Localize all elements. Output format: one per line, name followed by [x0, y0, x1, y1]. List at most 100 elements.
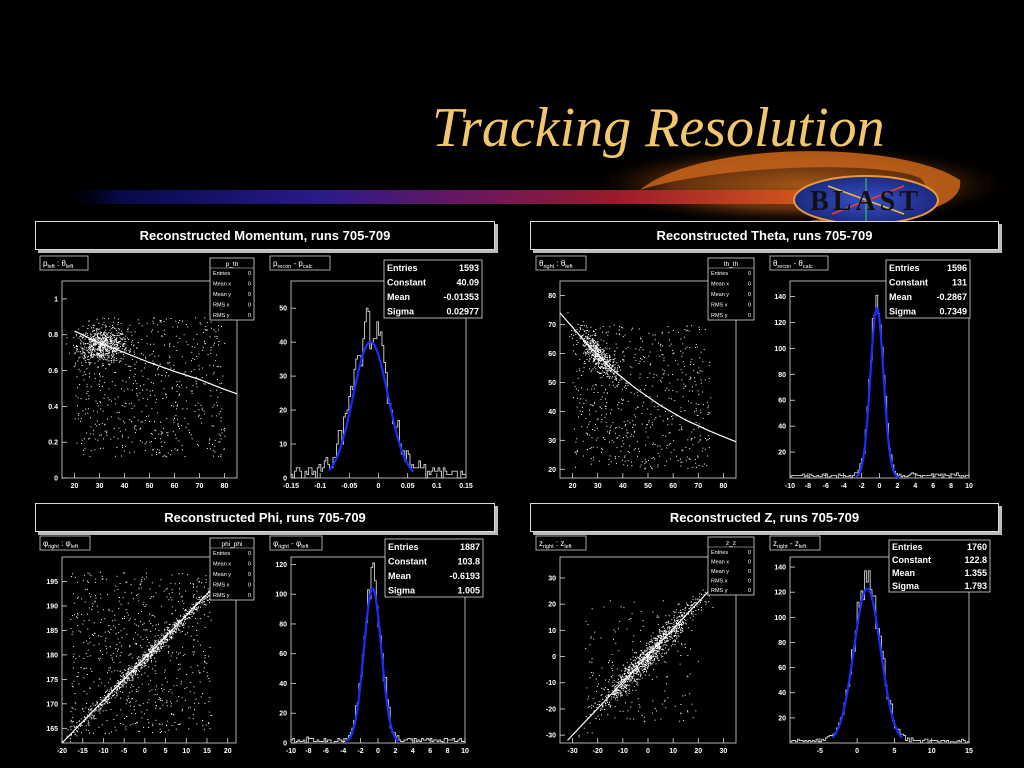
scatter-point	[602, 363, 604, 365]
scatter-point	[114, 684, 116, 686]
scatter-point	[167, 362, 169, 364]
scatter-point	[199, 322, 201, 324]
scatter-point	[85, 408, 87, 410]
x-tick-label: -0.1	[314, 483, 326, 490]
scatter-point	[630, 673, 632, 675]
scatter-point	[593, 343, 595, 345]
scatter-point	[661, 404, 663, 406]
scatter-point	[682, 343, 684, 345]
scatter-point	[591, 704, 593, 706]
scatter-point	[671, 623, 673, 624]
scatter-point	[604, 689, 606, 691]
scatter-point	[150, 631, 152, 632]
scatter-point	[80, 336, 82, 338]
scatter-point	[111, 351, 113, 353]
scatter-point	[154, 438, 156, 439]
scatter-point	[665, 644, 667, 646]
scatter-point	[624, 666, 626, 668]
scatter-point	[71, 683, 73, 685]
scatter-point	[169, 346, 171, 348]
scatter-point	[611, 409, 613, 411]
scatter-point	[201, 409, 203, 411]
scatter-point	[108, 343, 110, 345]
scatter-point	[170, 705, 172, 707]
scatter-point	[94, 354, 96, 356]
scatter-point	[166, 635, 168, 637]
scatter-point	[646, 662, 648, 664]
scatter-point	[164, 632, 166, 634]
scatter-point	[100, 699, 102, 701]
scatter-point	[85, 588, 87, 590]
scatter-point	[656, 656, 658, 657]
scatter-point	[173, 630, 175, 632]
scatter-point	[675, 359, 677, 361]
scatter-point	[134, 331, 136, 333]
scatter-point	[111, 381, 113, 383]
scatter-point	[594, 356, 596, 358]
scatter-point	[210, 619, 212, 621]
scatter-point	[127, 602, 129, 604]
scatter-point	[70, 738, 71, 740]
scatter-point	[110, 355, 112, 357]
scatter-point	[84, 355, 86, 357]
scatter-point	[122, 345, 123, 347]
scatter-point	[616, 385, 618, 387]
scatter-point	[119, 687, 121, 688]
scatter-point	[669, 458, 671, 460]
scatter-point	[123, 675, 125, 677]
scatter-point	[122, 685, 124, 687]
scatter-point	[124, 350, 126, 352]
scatter-point	[77, 671, 79, 673]
scatter-point	[647, 377, 649, 379]
scatter-point	[82, 356, 84, 358]
scatter-point	[91, 354, 93, 356]
scatter-point	[590, 339, 592, 341]
scatter-point	[606, 371, 608, 373]
scatter-point	[94, 581, 96, 583]
scatter-point	[164, 630, 166, 632]
scatter-point	[104, 695, 106, 696]
scatter-point	[191, 346, 193, 348]
scatter-point	[142, 421, 143, 423]
scatter-point	[668, 633, 670, 635]
scatter-point	[664, 390, 666, 392]
scatter-point	[92, 341, 94, 343]
scatter-point	[83, 349, 85, 351]
scatter-point	[165, 318, 167, 320]
scatter-point	[676, 638, 678, 640]
scatter-point	[697, 371, 698, 373]
scatter-point	[110, 342, 112, 344]
scatter-point	[119, 333, 121, 334]
scatter-point	[642, 665, 644, 667]
scatter-point	[149, 657, 151, 659]
scatter-point	[102, 323, 104, 325]
scatter-point	[607, 368, 609, 370]
scatter-point	[612, 376, 614, 378]
scatter-point	[603, 362, 604, 364]
scatter-point	[77, 597, 79, 599]
scatter-point	[574, 451, 576, 453]
scatter-point	[668, 444, 670, 446]
scatter-point	[100, 343, 101, 345]
scatter-point	[666, 633, 667, 635]
scatter-point	[99, 401, 101, 403]
scatter-point	[105, 699, 106, 701]
scatter-point	[709, 438, 710, 440]
x-tick-label: 6	[428, 748, 432, 755]
scatter-point	[213, 455, 214, 457]
plot-title: θrecon - θcalc	[773, 259, 813, 270]
scatter-point	[654, 339, 656, 341]
scatter-point	[179, 663, 181, 665]
scatter-point	[630, 671, 631, 673]
scatter-point	[88, 721, 90, 723]
scatter-point	[206, 597, 208, 598]
scatter-point	[104, 631, 106, 633]
scatter-point	[182, 408, 184, 410]
scatter-point	[91, 718, 93, 720]
scatter-point	[638, 673, 640, 675]
scatter-point	[646, 648, 648, 650]
scatter-point	[165, 588, 167, 590]
scatter-point	[94, 344, 96, 346]
scatter-point	[607, 695, 609, 697]
scatter-point	[98, 341, 100, 343]
